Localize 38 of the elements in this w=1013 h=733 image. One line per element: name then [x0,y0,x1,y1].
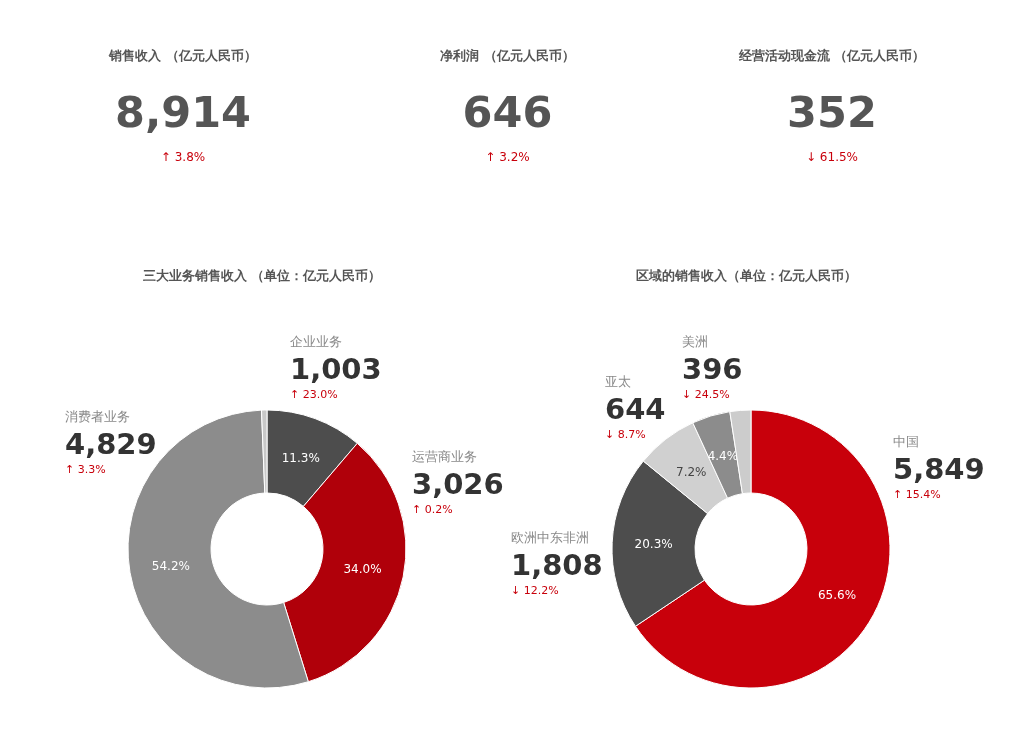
slice-label: 企业业务 [290,334,342,349]
text: 54.2% [151,558,190,573]
text: ↑ 3.8% [160,150,206,164]
slice-label: 美洲 [682,334,708,349]
text: ↑ 3.3% [65,463,106,476]
text: ↑ 15.4% [893,488,941,501]
text: ↑ 0.2% [412,503,453,516]
data-label: 5,849 [893,452,985,486]
slice-label: 欧洲中东非洲 [511,530,589,545]
text: ↑ 23.0% [290,388,338,401]
data-label: 3,026 [412,467,504,501]
slice-label: 亚太 [605,374,631,389]
data-label: 8,914 [114,87,252,137]
chart-title: 区域的销售收入（单位：亿元人民币） [635,268,857,283]
text: 34.0% [343,561,382,576]
text: ↓ 8.7% [605,428,646,441]
data-label: 396 [682,352,743,386]
text: ↓ 61.5% [806,150,858,164]
text: 20.3% [634,537,673,552]
text: 经营活动现金流 （亿元人民币） [737,48,926,63]
data-label: 646 [462,87,553,137]
text: ↓ 12.2% [511,584,559,597]
data-label: 352 [787,87,877,137]
text: 净利润 （亿元人民币） [440,48,575,63]
text: 11.3% [281,450,320,465]
slice-label: 中国 [893,434,919,449]
text: 65.6% [817,587,857,602]
slice-label: 消费者业务 [65,409,130,424]
text: 销售收入 （亿元人民币） [108,48,257,63]
text: ↑ 3.2% [485,150,530,164]
data-label: 4,829 [65,427,157,461]
text: 7.2% [676,464,707,479]
slice-label: 运营商业务 [412,449,477,464]
data-label: 1,808 [511,548,603,582]
text: ↓ 24.5% [682,388,730,401]
chart-title: 三大业务销售收入 （单位：亿元人民币） [142,268,382,283]
data-label: 1,003 [290,352,382,386]
data-label: 644 [605,392,666,426]
